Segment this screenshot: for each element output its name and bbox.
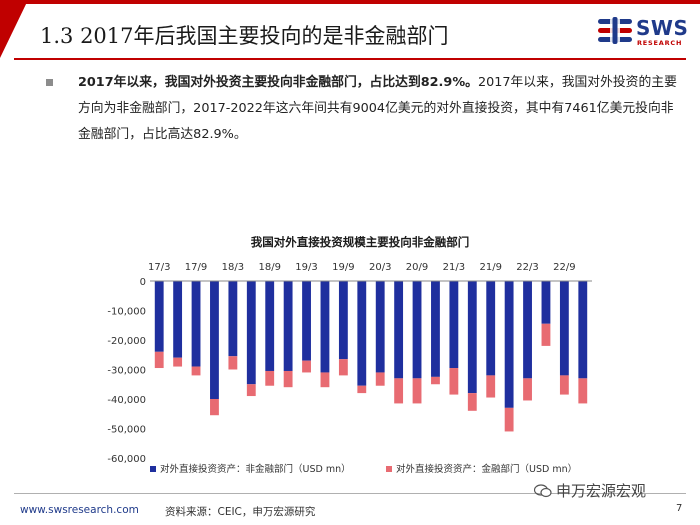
- x-tick-label: 18/9: [258, 262, 280, 273]
- slide-title: 1.3 2017年后我国主要投向的是非金融部门: [40, 24, 449, 48]
- x-tick-label: 21/9: [479, 262, 501, 273]
- bar-nonfinancial: [394, 281, 404, 379]
- footer-source: 资料来源：CEIC，申万宏源研究: [165, 506, 316, 518]
- wechat-icon: [534, 484, 552, 498]
- bar-financial: [265, 370, 275, 386]
- title-underline: [14, 58, 686, 60]
- footer-divider: [14, 493, 686, 494]
- bar-financial: [375, 372, 385, 386]
- bar-financial: [559, 375, 569, 395]
- bar-financial: [246, 384, 256, 397]
- bullet-body-text: 2017年以来，我国对外投资的主要方向为非金融部门，2017-2022年这六年间…: [78, 75, 677, 142]
- x-tick-label: 22/3: [516, 262, 538, 273]
- bar-financial: [320, 372, 330, 388]
- logo-subtext: RESEARCH: [637, 39, 683, 47]
- bar-nonfinancial: [449, 281, 459, 369]
- x-tick-label: 20/9: [406, 262, 428, 273]
- bar-nonfinancial: [173, 281, 183, 358]
- bar-nonfinancial: [210, 281, 219, 399]
- y-tick-label: -50,000: [107, 425, 146, 436]
- x-tick-label: 20/3: [369, 262, 391, 273]
- bar-nonfinancial: [559, 281, 569, 376]
- bar-nonfinancial: [375, 281, 385, 373]
- page-number: 7: [676, 503, 683, 514]
- bar-financial: [431, 376, 440, 385]
- bar-nonfinancial: [191, 281, 201, 367]
- chart-title: 我国对外直接投资规模主要投向非金融部门: [251, 235, 470, 249]
- bar-nonfinancial: [431, 281, 440, 377]
- bar-nonfinancial: [357, 281, 367, 386]
- x-tick-label: 17/9: [185, 262, 207, 273]
- bar-financial: [302, 360, 311, 373]
- bar-nonfinancial: [412, 281, 422, 379]
- bar-financial: [412, 378, 422, 404]
- bar-nonfinancial: [578, 281, 588, 379]
- bar-nonfinancial: [467, 281, 477, 394]
- bar-financial: [338, 359, 348, 376]
- y-tick-label: 0: [140, 277, 146, 288]
- corner-accent: [0, 0, 28, 58]
- bar-nonfinancial: [302, 281, 311, 361]
- bullet-paragraph: 2017年以来，我国对外投资主要投向非金融部门，占比达到82.9%。2017年以…: [78, 70, 684, 148]
- bar-financial: [394, 378, 404, 404]
- y-tick-label: -20,000: [107, 336, 146, 347]
- bar-nonfinancial: [283, 281, 293, 371]
- x-tick-label: 17/3: [148, 262, 170, 273]
- x-tick-label: 18/3: [222, 262, 244, 273]
- legend-swatch: [150, 466, 156, 472]
- bar-financial: [449, 368, 459, 395]
- bar-financial: [154, 351, 164, 369]
- legend-label: 对外直接投资资产：非金融部门（USD mn）: [160, 463, 351, 475]
- watermark-text: 申万宏源宏观: [556, 482, 647, 500]
- bar-financial: [191, 366, 201, 376]
- bar-financial: [486, 375, 496, 398]
- bullet-bold-text: 2017年以来，我国对外投资主要投向非金融部门，占比达到82.9%。: [78, 75, 478, 90]
- bar-financial: [283, 370, 293, 388]
- bar-financial: [467, 393, 477, 411]
- bar-nonfinancial: [504, 281, 514, 408]
- logo-text: SWS: [636, 16, 689, 40]
- x-tick-label: 19/3: [295, 262, 317, 273]
- bar-financial: [523, 378, 532, 401]
- bar-financial: [504, 407, 514, 432]
- x-tick-label: 21/3: [443, 262, 465, 273]
- x-tick-label: 22/9: [553, 262, 575, 273]
- x-tick-label: 19/9: [332, 262, 354, 273]
- bar-nonfinancial: [338, 281, 348, 360]
- bar-financial: [357, 385, 367, 394]
- bar-nonfinancial: [228, 281, 238, 357]
- bar-financial: [541, 323, 551, 346]
- bar-nonfinancial: [265, 281, 275, 371]
- top-accent-bar: [0, 0, 700, 4]
- bar-financial: [228, 356, 238, 370]
- bar-nonfinancial: [246, 281, 256, 385]
- legend-swatch: [386, 466, 392, 472]
- bar-financial: [210, 399, 219, 416]
- sws-logo-icon: [598, 17, 632, 44]
- bar-nonfinancial: [154, 281, 164, 352]
- y-tick-label: -60,000: [107, 454, 146, 465]
- bar-nonfinancial: [541, 281, 551, 324]
- bar-nonfinancial: [320, 281, 330, 373]
- watermark: 申万宏源宏观: [534, 480, 646, 501]
- bar-nonfinancial: [486, 281, 496, 376]
- footer-url-link[interactable]: www.swsresearch.com: [20, 504, 139, 516]
- y-tick-label: -30,000: [107, 366, 146, 377]
- y-tick-label: -40,000: [107, 395, 146, 406]
- bar-financial: [173, 357, 183, 367]
- legend-label: 对外直接投资资产：金融部门（USD mn）: [396, 463, 577, 475]
- bar-financial: [578, 378, 588, 404]
- bullet-square-icon: [46, 79, 53, 86]
- bar-nonfinancial: [523, 281, 532, 379]
- sws-logo: SWS RESEARCH: [596, 14, 692, 50]
- y-tick-label: -10,000: [107, 307, 146, 318]
